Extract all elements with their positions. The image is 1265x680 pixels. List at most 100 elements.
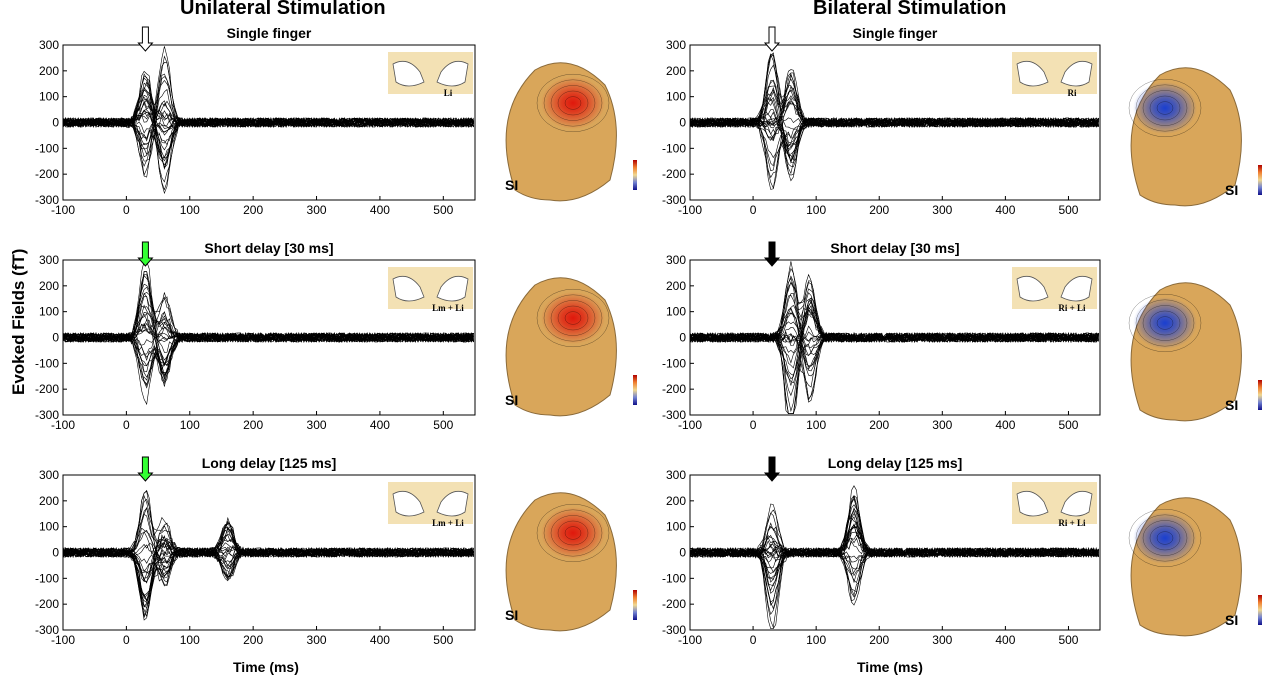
panel-title: Long delay [125 ms]: [828, 455, 963, 471]
x-tick-label: 300: [307, 203, 327, 217]
y-tick-label: 300: [666, 38, 686, 52]
contour-line: [1142, 520, 1188, 556]
hands-icon: Ri + Li: [1012, 482, 1097, 528]
trace-line: [62, 332, 474, 385]
x-tick-label: 0: [750, 203, 757, 217]
trace-line: [689, 117, 1099, 190]
head-map: SI: [505, 62, 637, 202]
trace-line: [62, 547, 474, 619]
y-tick-label: -100: [35, 571, 59, 585]
hands-icon: Lm + Li: [388, 482, 473, 528]
trace-line: [62, 547, 474, 621]
contour-line: [1128, 294, 1202, 353]
activation-blob: [541, 507, 605, 559]
contour-line: [550, 515, 596, 551]
trace-line: [62, 109, 474, 160]
x-tick-label: 100: [180, 633, 200, 647]
trace-line: [62, 82, 474, 195]
y-tick-label: -200: [35, 167, 59, 181]
source-label: SI: [1225, 182, 1238, 198]
hands-icon: Ri: [1012, 52, 1097, 98]
contour-line: [1149, 525, 1181, 551]
trace-line: [62, 102, 474, 191]
trace-line: [689, 97, 1099, 190]
right-hand-icon: [436, 490, 469, 517]
trace-line: [689, 547, 1099, 616]
x-tick-label: 0: [750, 418, 757, 432]
contour-line: [557, 520, 589, 546]
y-tick-label: -300: [662, 193, 686, 207]
x-axis-label-unilateral: Time (ms): [233, 659, 299, 675]
panel-title: Short delay [30 ms]: [830, 240, 959, 256]
head-map: SI: [1128, 497, 1262, 637]
y-tick-label: -300: [35, 193, 59, 207]
x-tick-label: -100: [51, 633, 75, 647]
trace-line: [62, 331, 474, 406]
head-map: SI: [505, 492, 637, 632]
hands-label: Ri: [1068, 88, 1077, 98]
x-tick-label: 400: [995, 633, 1015, 647]
x-tick-label: 500: [1058, 633, 1078, 647]
contour-line: [1128, 509, 1202, 568]
hands-icon: Lm + Li: [388, 267, 473, 313]
x-tick-label: 400: [370, 203, 390, 217]
trace-line: [62, 516, 474, 608]
y-tick-label: -300: [662, 408, 686, 422]
trace-line: [62, 100, 474, 167]
contour-line: [1156, 531, 1174, 545]
trace-group: [689, 261, 1099, 414]
activation-blob: [541, 77, 605, 129]
trace-line: [62, 98, 474, 136]
left-hand-icon: [392, 490, 425, 517]
trace-line: [62, 94, 474, 169]
y-tick-label: -200: [662, 382, 686, 396]
activation-blob: [1133, 297, 1197, 349]
y-tick-label: 200: [39, 494, 59, 508]
trace-line: [689, 504, 1099, 559]
trace-line: [62, 536, 474, 602]
left-hand-icon: [392, 60, 425, 87]
y-tick-label: 100: [39, 520, 59, 534]
y-tick-label: -200: [662, 167, 686, 181]
contour-line: [1149, 95, 1181, 121]
x-tick-label: 400: [370, 418, 390, 432]
trace-line: [689, 85, 1099, 156]
y-tick-label: -200: [35, 597, 59, 611]
x-tick-label: -100: [51, 203, 75, 217]
x-tick-label: 200: [869, 418, 889, 432]
panel-title: Single finger: [227, 25, 312, 41]
hands-label: Lm + Li: [432, 518, 464, 528]
trace-line: [689, 116, 1099, 161]
contour-line: [536, 73, 610, 132]
panel-title: Short delay [30 ms]: [204, 240, 333, 256]
trace-line: [62, 100, 474, 162]
y-tick-label: 200: [39, 279, 59, 293]
y-tick-label: 100: [666, 520, 686, 534]
contour-line: [564, 96, 582, 110]
x-tick-label: 100: [180, 203, 200, 217]
y-tick-label: -100: [662, 356, 686, 370]
contour-line: [536, 289, 610, 348]
head-map: SI: [1128, 67, 1262, 207]
source-label: SI: [505, 392, 518, 408]
trace-line: [689, 307, 1099, 367]
color-bar: [633, 375, 637, 405]
y-tick-label: -300: [35, 623, 59, 637]
y-tick-label: 0: [52, 331, 59, 345]
x-tick-label: 300: [932, 633, 952, 647]
x-tick-label: 400: [995, 203, 1015, 217]
contour-line: [1135, 514, 1195, 562]
trace-line: [62, 547, 474, 582]
contour-line: [557, 305, 589, 331]
y-tick-label: 100: [666, 305, 686, 319]
x-tick-label: 0: [123, 633, 130, 647]
contour-line: [1135, 299, 1195, 347]
x-tick-label: 200: [869, 633, 889, 647]
contour-line: [1142, 305, 1188, 341]
x-tick-label: -100: [51, 418, 75, 432]
y-tick-label: -300: [662, 623, 686, 637]
x-tick-label: 0: [123, 203, 130, 217]
contour-line: [1156, 101, 1174, 115]
